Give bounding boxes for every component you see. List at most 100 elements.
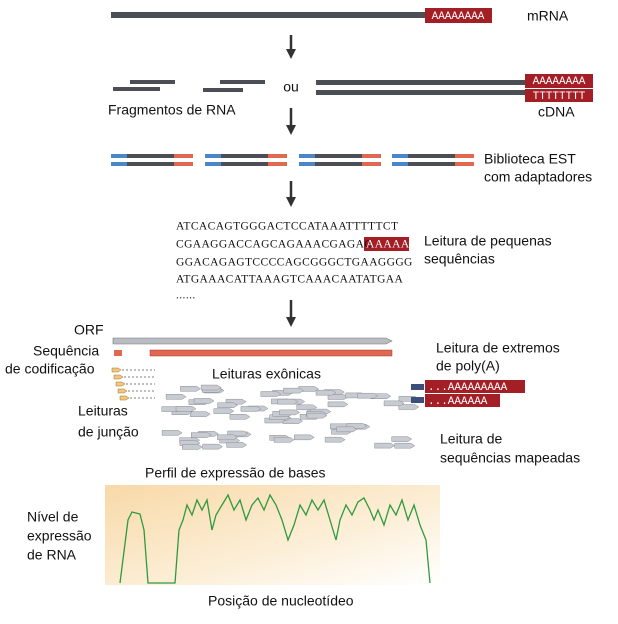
read [306,412,328,419]
read [294,434,315,441]
profile-line [119,493,431,584]
adapter-right [455,154,474,158]
fragments-label: Fragmentos de RNA [108,102,236,118]
sequence: CGAAGGACCAGCAGAAACGAGAG [176,239,373,251]
read [357,392,379,399]
cdna-label: cDNA [538,104,575,120]
adapter-right [174,154,193,158]
read [315,389,337,396]
read [165,394,187,400]
junction-read [115,381,126,387]
junction-read [113,374,124,380]
mapped-label: sequências mapeadas [440,450,580,466]
adapter-left [111,162,127,166]
read [182,444,203,450]
read [161,430,183,436]
library-insert [392,162,474,166]
read [279,409,300,416]
adapter-left [392,154,408,158]
library-insert [111,154,193,158]
cdna-bottom: TTTTTTTT [533,91,586,103]
read [398,404,420,410]
mrna-label: mRNA [527,8,569,24]
mapped-reads [161,384,420,450]
junction-read [119,395,130,401]
orf-bar [112,337,393,345]
profile-y-label: de RNA [27,547,77,563]
cdna-box [525,74,593,88]
profile-y-label: Nível de [27,509,79,525]
sequence: GGACAGAGTCCCCAGCGGGCTGAAGGGG [176,257,413,269]
library-label: com adaptadores [484,169,592,185]
sequence: ATGAAACATTAAAGTCAAACAATATGAA [176,274,404,286]
junction-reads [111,367,155,401]
sequence-highlight: AAAAA [366,239,410,251]
poly-a-read-tail [411,384,424,403]
or: ou [283,79,299,95]
library [111,154,474,166]
coding-bar [114,350,122,356]
coding-bar [149,349,393,357]
read [336,426,358,433]
highlight-box [364,237,409,251]
read [283,387,304,394]
cdna-top: AAAAAAAA [533,76,586,88]
exonic-label: Leituras exônicas [212,366,321,382]
adapter-right [362,162,381,166]
coding-label: Sequência [33,343,99,359]
adapter-left [392,162,408,166]
poly-a-read-text: ...AAAAAAAAA [428,382,508,394]
cdna-strand [316,90,525,95]
poly-a-read [425,394,500,407]
adapter-right [268,154,287,158]
junction-label: Leituras [78,403,128,419]
read [226,442,248,448]
adapter-right [362,154,381,158]
poly-a: AAAAAAAA [432,11,485,23]
library-insert [392,154,474,158]
read [394,442,416,449]
profile-title: Perfil de expressão de bases [145,465,326,481]
library-insert [299,162,381,166]
read [189,411,211,417]
read [273,437,295,443]
adapter-right [455,162,474,166]
read [324,436,346,443]
adapter-right [268,162,287,166]
read [327,394,349,400]
adapter-left [111,154,127,158]
fragments [113,80,265,92]
library-insert [299,154,381,158]
read [260,391,282,397]
read [202,443,224,450]
read [180,386,201,392]
read [240,406,262,412]
poly-a-label: Leitura de extremos [436,340,560,356]
cdna-box [525,89,593,102]
library-insert [205,162,287,166]
junction-read [111,367,122,373]
library-label: Biblioteca EST [484,151,576,167]
read [191,432,212,438]
read [374,442,396,449]
reads-label: Leitura de pequenas [424,233,552,249]
sequence: ATCACAGTGGGACTCCATAAATTTTTCT [176,221,398,233]
poly-a-read-text: ...AAAAAA [428,396,488,408]
adapter-left [205,154,221,158]
read [391,436,413,442]
cdna-strand [316,80,525,85]
library-insert [111,162,193,166]
poly-a-box [425,8,492,23]
read [296,404,318,411]
poly-a-read [425,380,525,393]
mrna-strand [111,12,425,18]
read [229,414,251,420]
adapter-left [205,162,221,166]
read [277,398,299,405]
read [175,406,197,412]
mapped-label: Leitura de [440,431,502,447]
orf-label: ORF [74,322,104,338]
read [217,434,238,441]
sequence: ...... [176,290,196,302]
adapter-right [174,162,193,166]
